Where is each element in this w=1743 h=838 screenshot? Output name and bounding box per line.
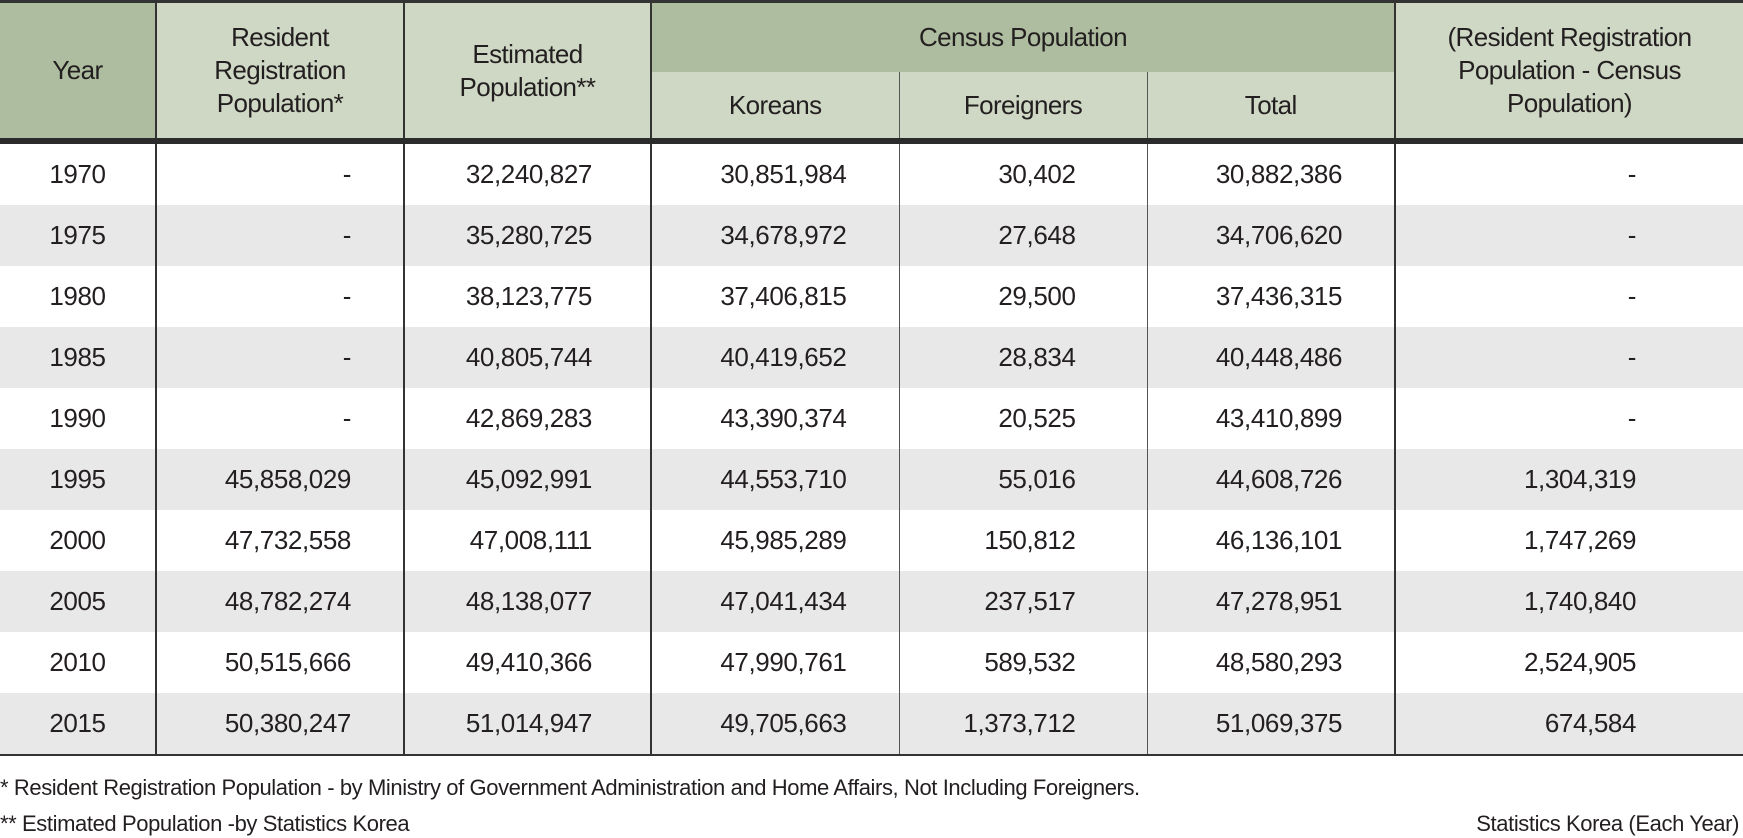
cell-resident-registration: 48,782,274 — [155, 571, 404, 632]
cell-difference: - — [1394, 266, 1743, 327]
table-row: 2000 47,732,558 47,008,111 45,985,289 150,81… — [0, 510, 1743, 571]
cell-difference: - — [1394, 327, 1743, 388]
cell-total: 48,580,293 — [1146, 632, 1396, 693]
cell-resident-registration: - — [155, 205, 404, 266]
cell-year: 2015 — [0, 693, 156, 756]
table-row: 1995 45,858,029 45,092,991 44,553,710 55,016… — [0, 449, 1743, 510]
cell-year: 1985 — [0, 327, 156, 388]
header-total: Total — [1146, 72, 1396, 141]
cell-year: 1995 — [0, 449, 156, 510]
cell-resident-registration: - — [155, 141, 404, 205]
cell-foreigners: 30,402 — [898, 141, 1147, 205]
cell-foreigners: 1,373,712 — [898, 693, 1147, 756]
cell-difference: 1,304,319 — [1394, 449, 1743, 510]
cell-total: 46,136,101 — [1146, 510, 1396, 571]
header-koreans: Koreans — [650, 72, 899, 141]
cell-total: 37,436,315 — [1146, 266, 1396, 327]
cell-foreigners: 29,500 — [898, 266, 1147, 327]
cell-estimated: 47,008,111 — [403, 510, 651, 571]
cell-foreigners: 20,525 — [898, 388, 1147, 449]
cell-koreans: 49,705,663 — [650, 693, 899, 756]
cell-total: 34,706,620 — [1146, 205, 1396, 266]
cell-foreigners: 237,517 — [898, 571, 1147, 632]
table-row: 2015 50,380,247 51,014,947 49,705,663 1,373,… — [0, 693, 1743, 756]
cell-year: 1980 — [49, 281, 106, 311]
cell-difference: 1,747,269 — [1394, 510, 1743, 571]
header-year: Year — [0, 1, 156, 141]
cell-estimated: 38,123,775 — [403, 266, 651, 327]
cell-difference: - — [1394, 388, 1743, 449]
table-row: 2010 50,515,666 49,410,366 47,990,761 589,53… — [0, 632, 1743, 693]
cell-estimated: 49,410,366 — [403, 632, 651, 693]
cell-koreans: 45,985,289 — [650, 510, 899, 571]
cell-difference: 1,740,840 — [1394, 571, 1743, 632]
cell-koreans: 34,678,972 — [650, 205, 899, 266]
cell-year: 1975 — [0, 205, 156, 266]
cell-year: 1990 — [49, 403, 106, 433]
cell-resident-registration: 50,515,666 — [155, 632, 404, 693]
cell-total: 30,882,386 — [1146, 141, 1396, 205]
cell-foreigners: 28,834 — [898, 327, 1147, 388]
cell-koreans: 30,851,984 — [650, 141, 899, 205]
cell-resident-registration: 50,380,247 — [155, 693, 404, 756]
cell-estimated: 35,280,725 — [403, 205, 651, 266]
cell-estimated: 32,240,827 — [403, 141, 651, 205]
cell-total: 51,069,375 — [1146, 693, 1396, 756]
table-row: 1975-35,280,725 34,678,972 27,648 34,706,62… — [0, 205, 1743, 266]
cell-resident-registration: 47,732,558 — [155, 510, 404, 571]
table-row: 1980-38,123,775 37,406,815 29,500 37,436,31… — [0, 266, 1743, 327]
cell-difference: 2,524,905 — [1394, 632, 1743, 693]
cell-year: 1970 — [49, 159, 106, 189]
cell-estimated: 48,138,077 — [403, 571, 651, 632]
cell-estimated: 45,092,991 — [403, 449, 651, 510]
cell-total: 44,608,726 — [1146, 449, 1396, 510]
header-estimated: Estimated Population** — [403, 1, 651, 141]
cell-total: 40,448,486 — [1146, 327, 1396, 388]
header-resident-registration: Resident Registration Population* — [155, 1, 404, 141]
table-row: 1990-42,869,283 43,390,374 20,525 43,410,89… — [0, 388, 1743, 449]
cell-koreans: 44,553,710 — [650, 449, 899, 510]
cell-estimated: 40,805,744 — [403, 327, 651, 388]
cell-year: 2010 — [49, 647, 106, 677]
cell-koreans: 47,041,434 — [650, 571, 899, 632]
header-difference: (Resident Registration Population - Cens… — [1394, 1, 1743, 141]
header-census-population: Census Population — [649, 1, 1396, 72]
table-row: 1985-40,805,744 40,419,652 28,834 40,448,48… — [0, 327, 1743, 388]
cell-difference: - — [1394, 205, 1743, 266]
source-note: Statistics Korea (Each Year) — [1476, 811, 1739, 836]
cell-total: 47,278,951 — [1146, 571, 1396, 632]
cell-koreans: 37,406,815 — [650, 266, 899, 327]
table-row: 1970-32,240,827 30,851,984 30,402 30,882,38… — [0, 141, 1743, 205]
header-foreigners: Foreigners — [898, 72, 1147, 141]
table-row: 2005 48,782,274 48,138,077 47,041,434 237,51… — [0, 571, 1743, 632]
cell-estimated: 42,869,283 — [403, 388, 651, 449]
cell-foreigners: 589,532 — [898, 632, 1147, 693]
cell-koreans: 40,419,652 — [650, 327, 899, 388]
footnote-resident: * Resident Registration Population - by … — [0, 775, 1140, 800]
cell-difference: 674,584 — [1394, 693, 1743, 756]
population-table: Year Resident Registration Population* E… — [0, 0, 1743, 756]
cell-foreigners: 27,648 — [898, 205, 1147, 266]
cell-koreans: 47,990,761 — [650, 632, 899, 693]
cell-foreigners: 55,016 — [898, 449, 1147, 510]
cell-estimated: 51,014,947 — [403, 693, 651, 756]
cell-resident-registration: - — [155, 266, 404, 327]
cell-difference: - — [1394, 141, 1743, 205]
cell-foreigners: 150,812 — [898, 510, 1147, 571]
cell-resident-registration: 45,858,029 — [155, 449, 404, 510]
table-body: 1970-32,240,827 30,851,984 30,402 30,882,38… — [0, 141, 1743, 756]
cell-koreans: 43,390,374 — [650, 388, 899, 449]
footnote-estimated: ** Estimated Population -by Statistics K… — [0, 811, 410, 836]
cell-year: 2005 — [0, 571, 156, 632]
cell-total: 43,410,899 — [1146, 388, 1396, 449]
cell-year: 2000 — [49, 525, 106, 555]
cell-resident-registration: - — [155, 327, 404, 388]
cell-resident-registration: - — [155, 388, 404, 449]
